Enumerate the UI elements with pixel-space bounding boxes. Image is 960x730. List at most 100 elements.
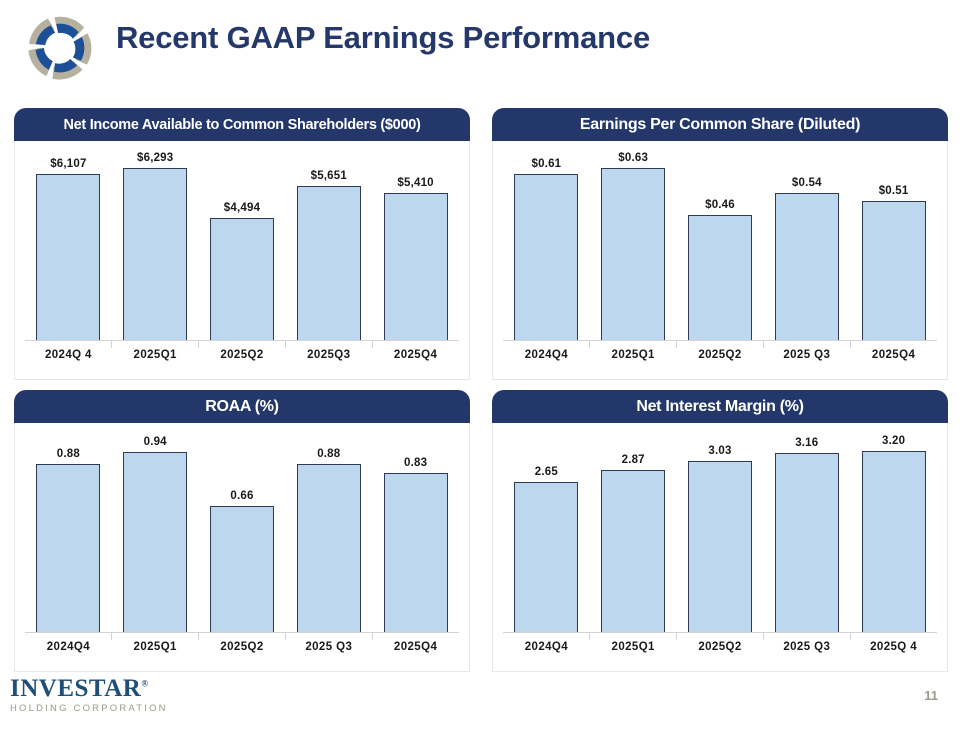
x-axis-line <box>25 340 459 341</box>
bar-value-label: 2.65 <box>534 466 558 479</box>
x-axis-ticks <box>503 341 937 348</box>
bar-value-label: 0.88 <box>56 447 80 460</box>
chart-title-eps: Earnings Per Common Share (Diluted) <box>492 108 948 141</box>
bar-slot: $0.51 <box>850 149 937 341</box>
chart-title-roaa: ROAA (%) <box>14 390 470 423</box>
chart-title-net-income: Net Income Available to Common Sharehold… <box>14 108 470 141</box>
chart-panel-nim: Net Interest Margin (%) 2.65 2.87 3.03 3.16… <box>492 390 948 672</box>
bar-slot: 0.88 <box>25 431 112 633</box>
bar <box>36 463 101 633</box>
plot-eps: $0.61 $0.63 $0.46 $0.54 $0.51 <box>503 149 937 341</box>
x-axis-category-labels: 2024Q4 2025Q1 2025Q2 2025 Q3 2025Q 4 <box>503 641 937 663</box>
bar <box>861 450 926 633</box>
category-label: 2025Q1 <box>133 349 177 361</box>
bar-slot: 0.66 <box>199 431 286 633</box>
bar-value-label: 0.83 <box>403 457 428 470</box>
bar-slot: $0.61 <box>503 149 590 341</box>
x-axis-category-labels: 2024Q4 2025Q1 2025Q2 2025 Q3 2025Q4 <box>25 641 459 663</box>
bar <box>36 173 101 341</box>
category-label: 2025Q2 <box>698 641 742 653</box>
bar-value-label: $5,651 <box>310 170 347 183</box>
category-label: 2025Q2 <box>220 641 264 653</box>
bar-value-label: $5,410 <box>397 176 434 189</box>
x-axis-line <box>503 340 937 341</box>
chart-title-nim: Net Interest Margin (%) <box>492 390 948 423</box>
bar-value-label: 3.03 <box>708 444 732 457</box>
x-axis-ticks <box>25 633 459 640</box>
x-axis-category-labels: 2024Q4 2025Q1 2025Q2 2025 Q3 2025Q4 <box>503 349 937 371</box>
category-label: 2025Q4 <box>393 641 438 653</box>
category-label: 2025Q1 <box>133 641 177 653</box>
bar-value-label: 0.88 <box>317 447 341 460</box>
slide-footer: INVESTAR® HOLDING CORPORATION 11 <box>0 672 960 730</box>
bar-slot: $0.63 <box>590 149 677 341</box>
bar-value-label: $0.54 <box>791 176 822 189</box>
bar-slot: 0.83 <box>372 431 459 633</box>
bar-value-label: 0.94 <box>143 436 167 449</box>
chart-area-net-income: $6,107 $6,293 $4,494 $5,651 $5,410 2024Q 4 20… <box>14 141 470 380</box>
x-axis-ticks <box>25 341 459 348</box>
bar-slot: $6,107 <box>25 149 112 341</box>
bar-slot: $6,293 <box>112 149 199 341</box>
category-label: 2025Q 4 <box>870 641 918 653</box>
bar <box>514 482 579 633</box>
slide-header: Recent GAAP Earnings Performance <box>0 0 960 96</box>
category-label: 2025Q4 <box>871 349 916 361</box>
bar-slot: 0.88 <box>285 431 372 633</box>
bar-value-label: 2.87 <box>621 453 645 466</box>
category-label: 2024Q4 <box>524 349 569 361</box>
category-label: 2025 Q3 <box>783 641 831 653</box>
bar <box>123 452 188 633</box>
page-number: 11 <box>924 688 938 703</box>
bar <box>861 201 926 341</box>
bar <box>296 186 361 341</box>
bar <box>687 460 752 633</box>
bar-value-label: 3.16 <box>795 437 819 450</box>
bar <box>514 173 579 341</box>
x-axis-ticks <box>503 633 937 640</box>
x-axis-category-labels: 2024Q 4 2025Q1 2025Q2 2025Q3 2025Q4 <box>25 349 459 371</box>
brand-name-text: INVESTAR <box>10 675 142 702</box>
bar-slot: $5,651 <box>285 149 372 341</box>
bar-value-label: 0.66 <box>230 490 254 503</box>
category-label: 2025Q4 <box>393 349 438 361</box>
category-label: 2025Q1 <box>611 641 655 653</box>
category-label: 2025 Q3 <box>783 349 831 361</box>
page-title: Recent GAAP Earnings Performance <box>116 20 650 55</box>
x-axis-line <box>25 632 459 633</box>
chart-panel-net-income: Net Income Available to Common Sharehold… <box>14 108 470 380</box>
chart-panel-eps: Earnings Per Common Share (Diluted) $0.6… <box>492 108 948 380</box>
bar <box>383 192 448 341</box>
bar-value-label: $0.61 <box>531 157 562 170</box>
bar-value-label: $0.51 <box>878 185 909 198</box>
bar-slot: $4,494 <box>199 149 286 341</box>
bar <box>774 453 839 633</box>
bar <box>209 217 274 341</box>
bar <box>209 506 274 633</box>
plot-roaa: 0.88 0.94 0.66 0.88 0.83 <box>25 431 459 633</box>
bar-slot: 0.94 <box>112 431 199 633</box>
investar-wordmark: INVESTAR® HOLDING CORPORATION <box>10 676 168 714</box>
bar-value-label: $0.46 <box>705 198 735 211</box>
bar-slot: 3.03 <box>677 431 764 633</box>
bar-slot: 2.65 <box>503 431 590 633</box>
category-label: 2025Q3 <box>307 349 351 361</box>
bar-slot: 3.16 <box>763 431 850 633</box>
bar <box>601 168 666 341</box>
bar-value-label: $4,494 <box>223 201 261 214</box>
bar-value-label: $6,293 <box>137 152 174 165</box>
category-label: 2024Q4 <box>524 641 569 653</box>
category-label: 2025Q2 <box>698 349 742 361</box>
bar-slot: $0.46 <box>677 149 764 341</box>
category-label: 2024Q4 <box>46 641 91 653</box>
plot-net-income: $6,107 $6,293 $4,494 $5,651 $5,410 <box>25 149 459 341</box>
bar-value-label: $6,107 <box>50 157 87 170</box>
x-axis-line <box>503 632 937 633</box>
registered-mark-icon: ® <box>141 678 149 689</box>
bar-value-label: $0.63 <box>618 152 649 165</box>
category-label: 2025 Q3 <box>305 641 353 653</box>
bar <box>123 168 188 341</box>
brand-subtitle: HOLDING CORPORATION <box>10 703 168 714</box>
chart-area-nim: 2.65 2.87 3.03 3.16 3.20 2024Q4 2025Q1 2025Q2 2… <box>492 423 948 672</box>
bar <box>383 473 448 633</box>
